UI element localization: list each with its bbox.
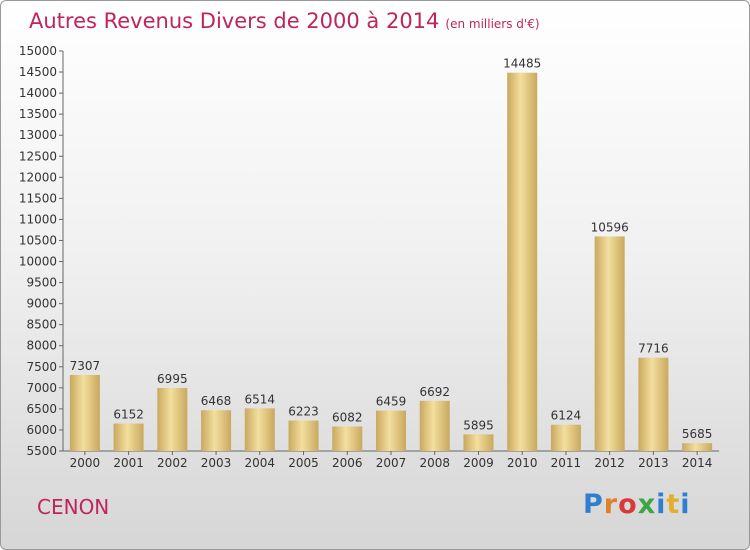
- x-tick-label: 2004: [245, 456, 276, 470]
- y-tick-label: 6500: [26, 402, 57, 416]
- logo-letter: r: [603, 489, 619, 520]
- x-tick-label: 2003: [201, 456, 232, 470]
- x-tick-label: 2008: [419, 456, 450, 470]
- x-tick-label: 2007: [376, 456, 407, 470]
- x-tick-label: 2012: [594, 456, 625, 470]
- y-tick-label: 7000: [26, 381, 57, 395]
- x-tick-label: 2013: [638, 456, 669, 470]
- bar: [376, 410, 406, 451]
- bar-value-label: 6082: [332, 410, 363, 424]
- bar-value-label: 5895: [463, 418, 494, 432]
- bar: [332, 426, 363, 451]
- bar-value-label: 6124: [551, 409, 582, 423]
- bar-value-label: 6459: [376, 395, 407, 409]
- bar: [157, 388, 188, 451]
- y-tick-label: 14500: [19, 65, 57, 79]
- bar: [682, 443, 713, 451]
- y-tick-label: 13000: [19, 128, 57, 142]
- city-name: CENON: [37, 495, 110, 519]
- y-tick-label: 10500: [19, 233, 57, 247]
- logo-letter: x: [637, 489, 657, 520]
- bar-value-label: 6468: [201, 394, 232, 408]
- y-tick-label: 9500: [26, 276, 57, 290]
- y-tick-label: 11000: [19, 212, 57, 226]
- x-tick-label: 2009: [463, 456, 494, 470]
- bar: [288, 420, 319, 451]
- x-tick-label: 2005: [288, 456, 319, 470]
- logo-letter: o: [618, 489, 638, 520]
- bar: [113, 423, 144, 451]
- y-tick-label: 12000: [19, 170, 57, 184]
- bar-value-label: 6152: [113, 408, 144, 422]
- chart-title: Autres Revenus Divers de 2000 à 2014 (en …: [29, 9, 540, 33]
- y-tick-label: 8000: [26, 339, 57, 353]
- bar-value-label: 7716: [638, 342, 669, 356]
- bar: [638, 357, 669, 451]
- chart-subtitle: (en milliers d'€): [445, 17, 540, 31]
- logo-letter: i: [680, 489, 691, 520]
- logo-letter: t: [666, 489, 681, 520]
- y-tick-label: 13500: [19, 107, 57, 121]
- logo-letter: i: [656, 489, 667, 520]
- x-tick-label: 2011: [551, 456, 582, 470]
- y-tick-label: 5500: [26, 444, 57, 458]
- y-tick-label: 7500: [26, 360, 57, 374]
- bar-value-label: 6514: [245, 392, 276, 406]
- bar-value-label: 10596: [591, 220, 629, 234]
- bar-value-label: 5685: [682, 427, 713, 441]
- chart-title-text: Autres Revenus Divers de 2000 à 2014: [29, 9, 440, 33]
- bar: [550, 424, 581, 451]
- bar: [419, 400, 450, 451]
- bar: [69, 374, 100, 451]
- y-tick-label: 8500: [26, 318, 57, 332]
- proxiti-logo: Proxiti: [583, 489, 691, 520]
- y-tick-label: 10000: [19, 255, 57, 269]
- x-tick-label: 2014: [682, 456, 713, 470]
- y-tick-label: 15000: [19, 44, 57, 58]
- bar: [507, 72, 538, 452]
- bar-value-label: 6995: [157, 372, 188, 386]
- y-tick-label: 12500: [19, 149, 57, 163]
- logo-letter: P: [583, 489, 604, 520]
- bar: [594, 236, 625, 451]
- y-tick-label: 6000: [26, 423, 57, 437]
- bar: [463, 434, 494, 451]
- bar-value-label: 7307: [70, 359, 101, 373]
- bar: [244, 408, 275, 451]
- bar-value-label: 6692: [419, 385, 450, 399]
- x-tick-label: 2002: [157, 456, 188, 470]
- bar: [201, 410, 232, 451]
- bar-value-label: 14485: [503, 57, 541, 71]
- x-tick-label: 2006: [332, 456, 363, 470]
- y-tick-label: 11500: [19, 191, 57, 205]
- bar-value-label: 6223: [288, 405, 319, 419]
- x-tick-label: 2000: [70, 456, 101, 470]
- x-tick-label: 2001: [113, 456, 144, 470]
- y-tick-label: 14000: [19, 86, 57, 100]
- x-tick-label: 2010: [507, 456, 538, 470]
- y-tick-label: 9000: [26, 297, 57, 311]
